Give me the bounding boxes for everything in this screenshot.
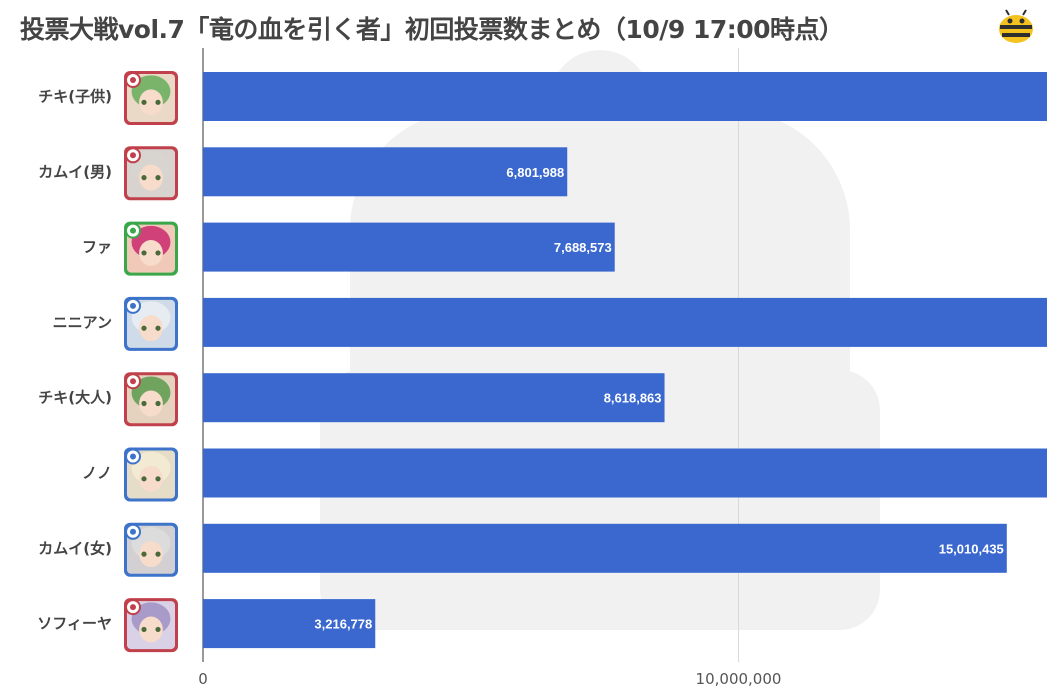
- category-label: チキ(子供): [38, 88, 112, 106]
- bar: [203, 448, 1047, 498]
- tiki-adult-portrait-icon: [124, 372, 178, 427]
- category-label: ソフィーヤ: [37, 615, 112, 633]
- data-label: 3,216,778: [314, 617, 372, 632]
- data-label: 6,801,988: [506, 165, 564, 180]
- x-tick-label: 10,000,000: [696, 670, 782, 688]
- data-label: 7,688,573: [554, 240, 612, 255]
- bar: [203, 72, 1047, 121]
- nowi-portrait-icon: [124, 447, 178, 502]
- bar: [203, 373, 665, 423]
- category-label: カムイ(女): [38, 539, 112, 557]
- honeybee-logo-icon: [999, 9, 1033, 43]
- bar: [203, 297, 1047, 347]
- corrin-female-portrait-icon: [124, 522, 178, 577]
- tiki-child-portrait-icon: [124, 71, 178, 125]
- chart-title: 投票大戦vol.7「竜の血を引く者」初回投票数まとめ（10/9 17:00時点）: [20, 15, 844, 44]
- category-label: カムイ(男): [38, 163, 112, 181]
- sophia-portrait-icon: [124, 598, 178, 653]
- bar: [203, 147, 568, 197]
- category-label: ファ: [82, 238, 112, 256]
- data-label: 8,618,863: [604, 391, 662, 406]
- data-label: 15,010,435: [939, 541, 1004, 556]
- category-label: ニニアン: [53, 313, 112, 331]
- bar: [203, 523, 1007, 573]
- corrin-male-portrait-icon: [124, 146, 178, 201]
- ninian-portrait-icon: [124, 296, 178, 351]
- bar: [203, 599, 376, 649]
- category-label: チキ(大人): [38, 389, 112, 407]
- bar: [203, 222, 615, 272]
- category-label: ノノ: [82, 464, 112, 482]
- x-tick-label: 0: [198, 670, 208, 688]
- fae-portrait-icon: [124, 221, 178, 276]
